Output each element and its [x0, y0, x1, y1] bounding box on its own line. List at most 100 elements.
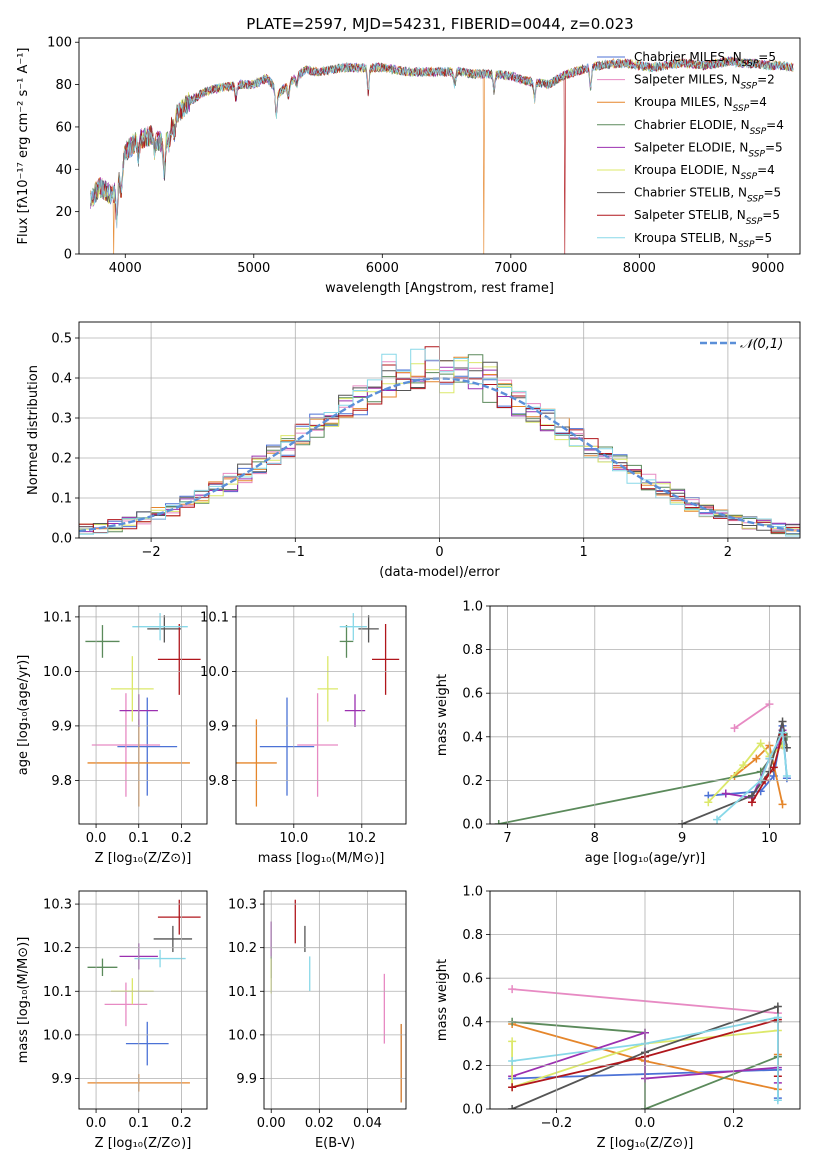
x-tick-label: 0.0 [86, 831, 107, 846]
weight-series-3 [733, 743, 784, 805]
plus-marker [782, 772, 791, 781]
y-axis-label: mass [log₁₀(M/M⊙)] [16, 937, 31, 1064]
y-tick-label: 9.9 [208, 719, 229, 734]
y-tick-label: 10.0 [43, 665, 72, 680]
x-tick-label: 8000 [623, 261, 656, 276]
y-tick-label: 10.3 [43, 898, 72, 913]
y-tick-label: 10.1 [43, 985, 72, 1000]
errorbar-point-8 [157, 899, 201, 935]
plus-marker [778, 717, 787, 726]
plus-marker [508, 1037, 517, 1046]
errorbar-point-8 [372, 623, 400, 695]
x-tick-label: 7000 [494, 261, 527, 276]
x-tick-label: 0.0 [635, 1116, 656, 1131]
plus-marker [704, 798, 713, 807]
y-tick-label: 10.1 [228, 985, 257, 1000]
errorbar-point-2 [297, 693, 338, 797]
axes-frame [263, 890, 407, 1110]
plus-marker [778, 800, 787, 809]
y-tick-label: 9.9 [51, 719, 72, 734]
y-tick-label: 0.8 [462, 643, 483, 658]
x-tick-label: 9000 [751, 261, 784, 276]
plot-area-spectrum [90, 56, 794, 254]
errorbar-point-6 [111, 656, 154, 722]
y-tick-label: 0.0 [462, 1103, 483, 1118]
x-tick-label: 8 [591, 831, 599, 846]
errorbar-point-9 [134, 949, 186, 968]
y-tick-label: 9.9 [51, 1072, 72, 1087]
figure-title: PLATE=2597, MJD=54231, FIBERID=0044, z=0… [246, 15, 633, 33]
y-tick-label: 10.2 [228, 941, 257, 956]
y-axis-label: Normed distribution [26, 365, 41, 495]
x-tick-label: 1 [580, 545, 588, 560]
y-tick-label: 40 [55, 163, 72, 178]
y-tick-label: 0.1 [51, 492, 72, 507]
axes-frame [489, 605, 801, 825]
x-tick-label: 0.04 [353, 1116, 382, 1131]
x-tick-label: 0.2 [723, 1116, 744, 1131]
y-tick-label: 80 [55, 78, 72, 93]
axes-age-vs-Z: 0.0 0.1 0.2 9.8 9.9 10.0 10.1 Z [log₁₀(Z/Z⊙)] ag… [16, 605, 208, 866]
x-tick-label: 10.0 [279, 831, 308, 846]
x-tick-label: 2 [724, 545, 732, 560]
plus-marker [508, 1057, 517, 1066]
plus-marker [508, 1083, 517, 1092]
y-tick-label: 0.0 [462, 818, 483, 833]
y-tick-label: 10.0 [43, 1028, 72, 1043]
y-axis-label: Flux [fλ10⁻¹⁷ erg cm⁻² s⁻¹ A⁻¹] [16, 48, 31, 245]
axes-mass-vs-Z: 0.0 0.1 0.2 9.9 10.0 10.1 10.2 10.3 Z [log₁₀(Z/Z… [16, 890, 208, 1151]
y-tick-label: 100 [47, 36, 72, 51]
errorbar-point-3 [236, 719, 277, 807]
plus-marker [494, 820, 503, 824]
y-tick-label: 9.9 [236, 1072, 257, 1087]
axes-frame [489, 890, 801, 1110]
errorbar-point-8 [157, 623, 201, 695]
x-axis-label: Z [log₁₀(Z/Z⊙)] [95, 1136, 192, 1151]
y-tick-label: 0.2 [51, 452, 72, 467]
y-axis-label: mass weight [435, 959, 450, 1041]
axes-mass-vs-ebv: 0.00 0.02 0.04 9.9 10.0 10.1 10.2 10.3 E(B-V) [228, 890, 407, 1151]
axes-frame [78, 37, 801, 255]
x-tick-label: 9 [678, 831, 686, 846]
x-axis-label: (data-model)/error [379, 565, 500, 580]
errorbar-point-4 [87, 958, 118, 977]
errorbar-point-1 [117, 697, 178, 796]
axes-frame [78, 605, 208, 825]
x-tick-label: 6000 [366, 261, 399, 276]
x-tick-label: 4000 [109, 261, 142, 276]
residual-legend: 𝒩(0,1) [700, 337, 783, 352]
y-axis-label: mass weight [435, 674, 450, 756]
plus-marker [721, 789, 730, 798]
x-tick-label: −1 [286, 545, 305, 560]
y-axis-label: age [log₁₀(age/yr)] [16, 655, 31, 776]
y-tick-label: 0 [64, 248, 72, 263]
y-tick-label: 20 [55, 205, 72, 220]
y-tick-label: 10.2 [43, 941, 72, 956]
x-tick-label: −0.2 [541, 1116, 573, 1131]
weight-series-9 [511, 1016, 779, 1101]
plus-marker [773, 1096, 782, 1105]
x-tick-label: 0.0 [86, 1116, 107, 1131]
axes-age-vs-mass: 10.0 10.2 9.8 9.9 10.0 10.1 mass [log₁₀(M/M⊙)] [200, 605, 407, 866]
plus-marker [773, 1002, 782, 1011]
axes-residuals: −2 −1 0 1 2 0.0 0.1 0.2 0.3 0.4 0.5 (data-model)/er… [26, 321, 801, 580]
y-tick-label: 0.6 [462, 972, 483, 987]
plus-marker [752, 754, 761, 763]
y-tick-label: 10.0 [200, 665, 229, 680]
y-tick-label: 1.0 [462, 600, 483, 615]
y-tick-label: 10.1 [43, 610, 72, 625]
x-tick-label: 10 [761, 831, 778, 846]
errorbar-point-9 [132, 613, 188, 641]
x-tick-label: 7 [503, 831, 511, 846]
plus-marker [508, 1105, 517, 1109]
plus-marker [747, 798, 756, 807]
plus-marker [508, 985, 517, 994]
x-axis-label: wavelength [Angstrom, rest frame] [325, 281, 554, 296]
x-tick-label: 0.2 [171, 831, 192, 846]
plus-marker [778, 728, 787, 737]
axes-weight-vs-Z: −0.2 0.0 0.2 0.0 0.2 0.4 0.6 0.8 1.0 Z [log₁₀(Z/Z… [435, 885, 801, 1151]
x-axis-label: E(B-V) [315, 1136, 355, 1151]
x-tick-label: 0.00 [257, 1116, 286, 1131]
x-axis-label: age [log₁₀(age/yr)] [585, 851, 706, 866]
